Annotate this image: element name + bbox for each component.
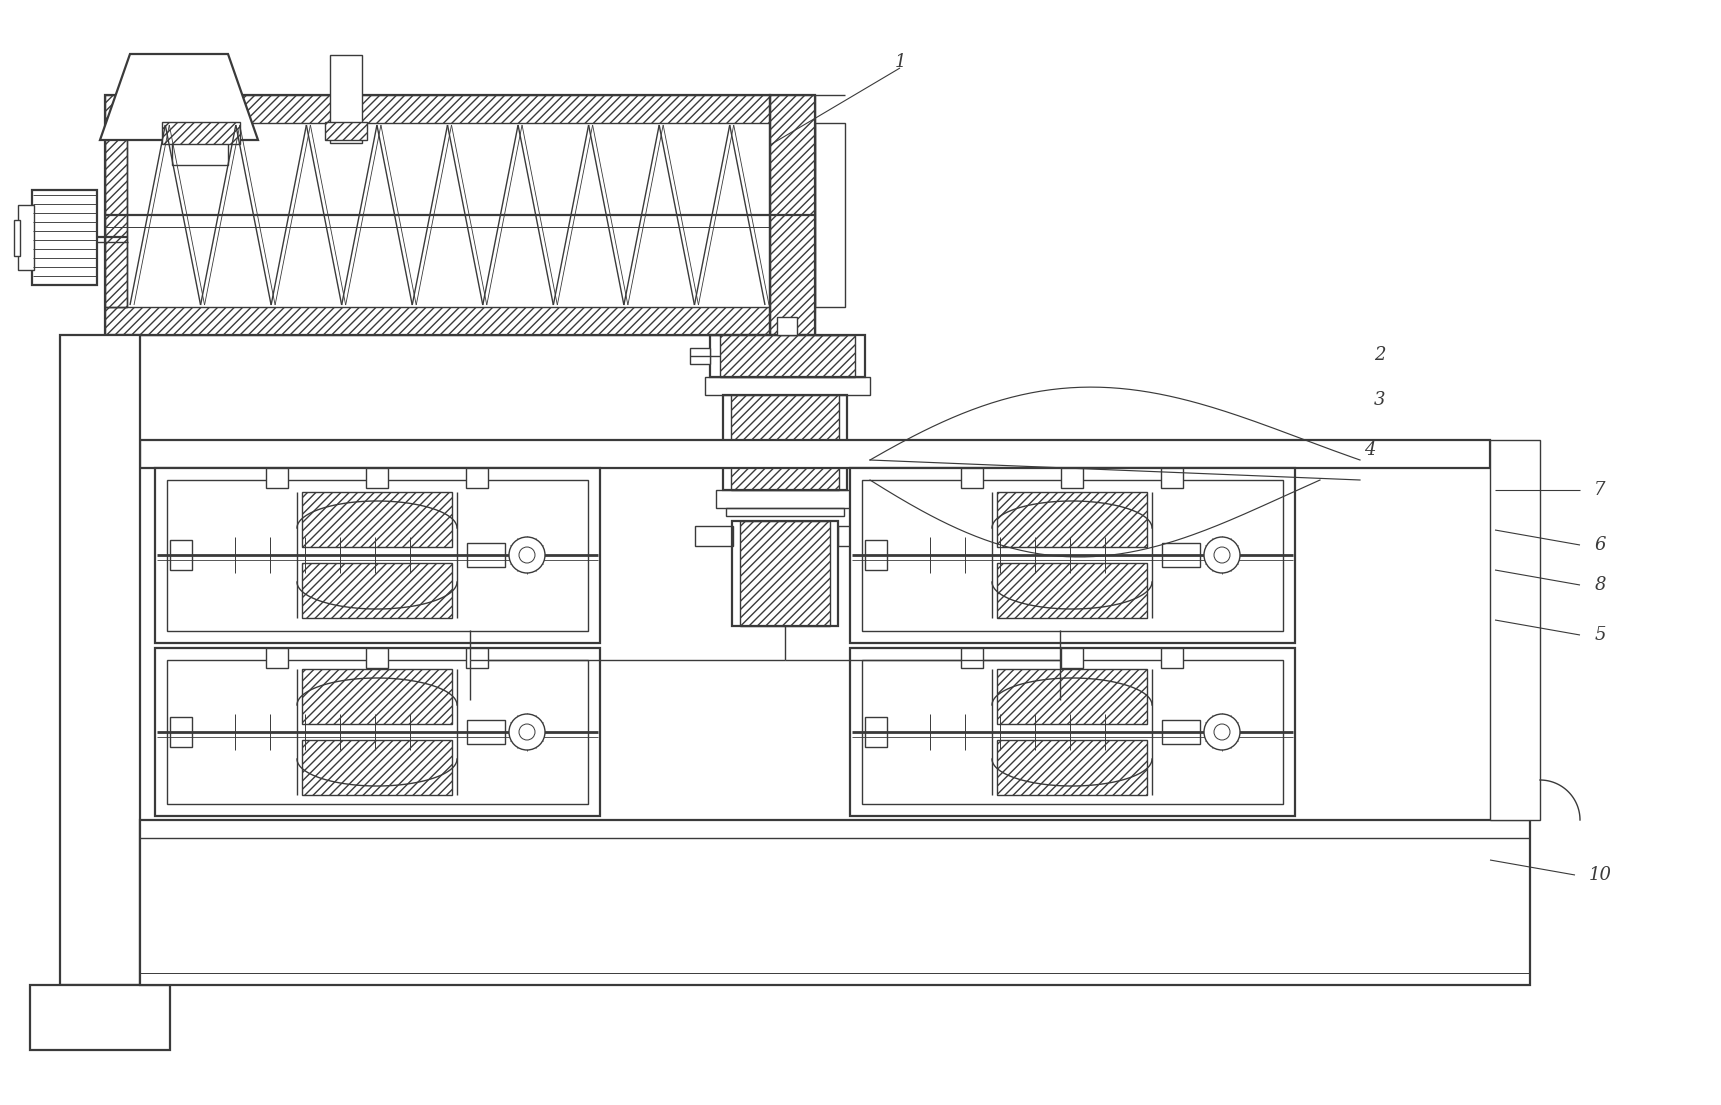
Bar xyxy=(996,492,1146,547)
Bar xyxy=(466,543,504,567)
Circle shape xyxy=(509,537,546,573)
Bar xyxy=(105,95,769,335)
Bar xyxy=(850,469,1294,643)
Bar xyxy=(1162,720,1200,744)
Bar xyxy=(740,520,830,627)
Bar xyxy=(17,206,34,270)
Bar xyxy=(731,394,840,490)
Text: 10: 10 xyxy=(1588,866,1611,884)
Bar xyxy=(105,123,127,307)
Text: 8: 8 xyxy=(1594,576,1606,594)
Bar xyxy=(850,648,1294,815)
Bar xyxy=(29,985,170,1050)
Bar xyxy=(466,720,504,744)
Bar xyxy=(1062,469,1083,488)
Bar xyxy=(719,335,855,377)
Bar xyxy=(367,469,387,488)
Bar xyxy=(769,95,816,335)
Circle shape xyxy=(1213,547,1231,564)
Bar xyxy=(996,669,1146,724)
Bar xyxy=(301,740,453,794)
Bar xyxy=(716,490,854,508)
Bar xyxy=(301,492,453,547)
Circle shape xyxy=(1213,724,1231,740)
Text: 3: 3 xyxy=(1375,391,1385,409)
Bar xyxy=(723,394,847,490)
Bar xyxy=(862,660,1282,804)
Bar xyxy=(1162,543,1200,567)
Circle shape xyxy=(1205,537,1241,573)
Text: 7: 7 xyxy=(1594,481,1606,499)
Bar xyxy=(105,123,127,307)
Bar xyxy=(33,190,96,285)
Bar xyxy=(162,122,239,144)
Bar xyxy=(769,95,816,335)
Bar xyxy=(267,648,287,669)
Bar xyxy=(866,540,886,570)
Bar xyxy=(866,717,886,747)
Text: 4: 4 xyxy=(1365,441,1375,459)
Bar xyxy=(690,348,711,364)
Circle shape xyxy=(1205,714,1241,750)
Bar xyxy=(776,317,797,335)
Text: 1: 1 xyxy=(895,53,905,71)
Bar xyxy=(301,564,453,618)
Bar xyxy=(1162,648,1182,669)
Bar xyxy=(731,520,838,627)
Bar xyxy=(172,140,227,165)
Bar xyxy=(996,740,1146,794)
Bar xyxy=(1162,469,1182,488)
Bar xyxy=(330,55,361,143)
Bar xyxy=(466,648,489,669)
Bar xyxy=(996,564,1146,618)
Circle shape xyxy=(509,714,546,750)
Bar xyxy=(14,220,21,256)
Bar xyxy=(325,122,367,140)
Bar xyxy=(139,440,1490,469)
Bar xyxy=(170,717,193,747)
Bar xyxy=(167,660,589,804)
Bar xyxy=(466,469,489,488)
Circle shape xyxy=(520,547,535,564)
Bar xyxy=(862,480,1282,631)
Bar xyxy=(838,526,876,546)
Text: 5: 5 xyxy=(1594,627,1606,644)
Bar xyxy=(960,648,983,669)
Bar xyxy=(105,95,769,123)
Bar xyxy=(60,335,139,985)
Bar xyxy=(170,540,193,570)
Bar xyxy=(960,469,983,488)
Bar xyxy=(167,480,589,631)
Text: 2: 2 xyxy=(1375,346,1385,364)
Bar xyxy=(155,469,601,643)
Bar xyxy=(695,526,733,546)
Bar xyxy=(816,123,845,307)
Bar xyxy=(711,335,866,377)
Bar xyxy=(1062,648,1083,669)
Circle shape xyxy=(520,724,535,740)
Text: 6: 6 xyxy=(1594,536,1606,554)
Bar xyxy=(105,307,769,335)
Bar xyxy=(706,377,871,394)
Polygon shape xyxy=(100,54,258,140)
Bar xyxy=(367,648,387,669)
Bar xyxy=(267,469,287,488)
Bar xyxy=(1490,440,1540,820)
Bar xyxy=(301,669,453,724)
Bar xyxy=(726,508,843,516)
Bar xyxy=(155,648,601,815)
Bar xyxy=(139,820,1530,985)
